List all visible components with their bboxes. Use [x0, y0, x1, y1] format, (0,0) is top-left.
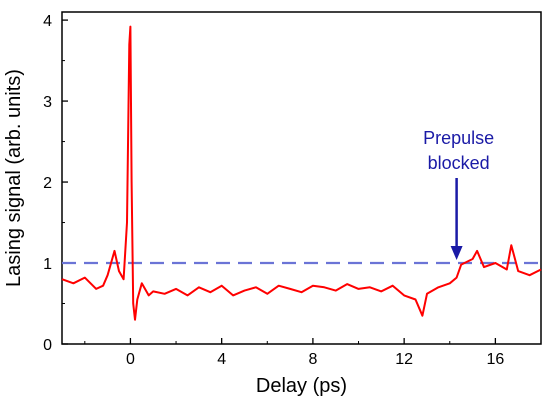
- x-axis-title: Delay (ps): [256, 375, 347, 397]
- x-tick-label: 12: [395, 351, 413, 368]
- series-group: [61, 25, 542, 321]
- x-tick-label: 8: [308, 351, 317, 368]
- x-tick-label: 4: [217, 351, 226, 368]
- y-axis-title: Lasing signal (arb. units): [3, 69, 25, 287]
- annotation-text: Prepulse: [423, 128, 494, 148]
- plot-frame: [61, 11, 542, 345]
- x-tick-label: 0: [126, 351, 135, 368]
- y-tick-label: 1: [43, 256, 52, 273]
- x-tick-label: 16: [486, 351, 504, 368]
- y-tick-label: 3: [43, 94, 52, 111]
- annotation-arrow-head: [450, 246, 463, 261]
- annotation-group: Prepulse blocked: [423, 128, 494, 261]
- annotation-text: blocked: [428, 153, 490, 173]
- y-tick-label: 4: [43, 13, 52, 30]
- y-tick-label: 2: [43, 175, 52, 192]
- series-line: [61, 25, 542, 321]
- y-tick-label: 0: [43, 337, 52, 354]
